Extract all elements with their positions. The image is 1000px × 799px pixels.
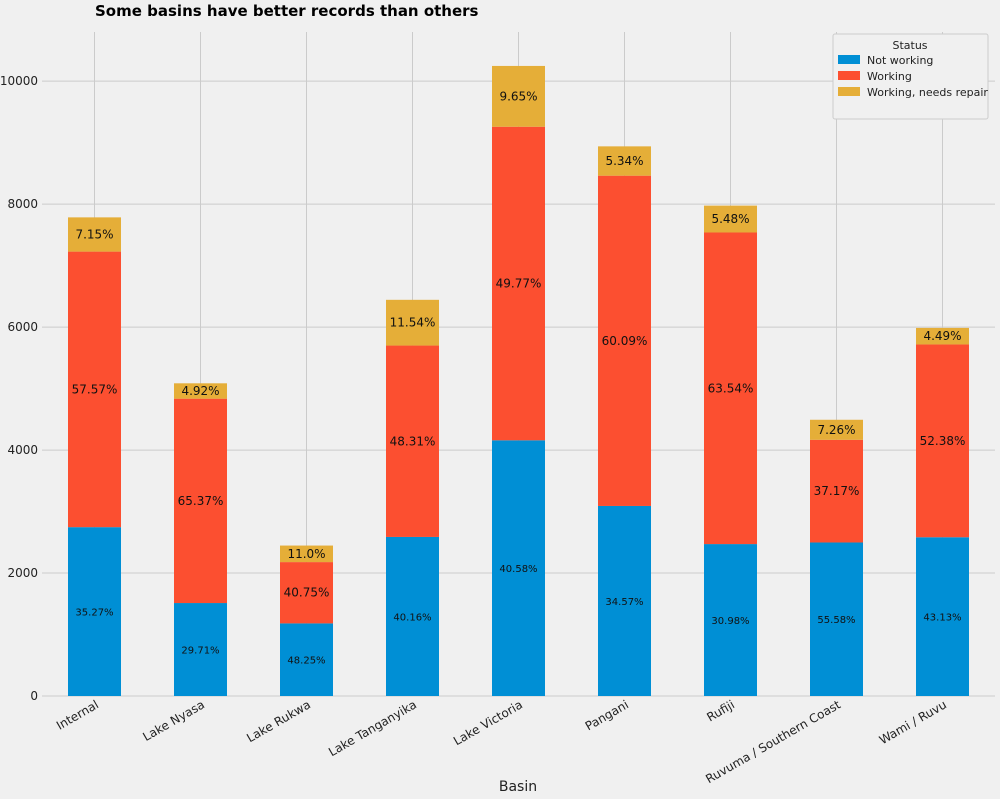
- data-label: 4.49%: [923, 329, 961, 343]
- bar-not-working-ruvuma-southern-coast: [810, 542, 863, 696]
- x-tick-label: Lake Nyasa: [140, 697, 207, 744]
- data-label: 11.54%: [390, 316, 436, 330]
- bar-working-needs-repair-wami-ruvu: [916, 327, 969, 345]
- bar-working-lake-nyasa: [174, 398, 227, 604]
- bar-not-working-lake-victoria: [492, 440, 545, 696]
- legend: Status Not working Working Working, needs …: [832, 33, 989, 120]
- data-label: 7.26%: [817, 423, 855, 437]
- y-tick-label: 0: [30, 689, 38, 703]
- y-tick-label: 6000: [7, 320, 38, 334]
- data-label: 60.09%: [602, 334, 648, 348]
- data-label: 48.31%: [390, 434, 436, 448]
- x-axis-title: Basin: [499, 779, 537, 795]
- data-label: 4.92%: [181, 384, 219, 398]
- data-label: 40.75%: [284, 586, 330, 600]
- bars: 35.27% 57.57% 7.15% 29.71% 65.37% 4.92% 48.25%…: [68, 65, 969, 696]
- legend-entry-working: Working: [867, 70, 912, 83]
- x-tick-label: Internal: [54, 697, 101, 732]
- bar-working-rufiji: [704, 232, 757, 545]
- bar-working-lake-tanganyika: [386, 345, 439, 537]
- bar-working-wami-ruvu: [916, 344, 969, 538]
- x-tick-label: Lake Rukwa: [244, 697, 313, 745]
- legend-items: Not working Working Working, needs repair: [838, 54, 988, 99]
- bar-working-pangani: [598, 175, 651, 506]
- data-label: 65.37%: [178, 494, 224, 508]
- data-label: 48.25%: [287, 656, 325, 667]
- legend-entry-working-needs-repair: Working, needs repair: [867, 86, 988, 99]
- legend-swatch-working: [838, 71, 860, 80]
- legend-entry-not-working: Not working: [867, 54, 933, 67]
- data-label: 52.38%: [920, 434, 966, 448]
- data-label: 11.0%: [287, 547, 325, 561]
- y-tick-label: 8000: [7, 197, 38, 211]
- x-tick-label: Pangani: [583, 697, 631, 733]
- data-label: 37.17%: [814, 484, 860, 498]
- y-tick-label: 10000: [0, 74, 38, 88]
- data-label: 5.34%: [605, 154, 643, 168]
- data-label: 7.15%: [75, 227, 113, 241]
- bar-working-needs-repair-rufiji: [704, 205, 757, 233]
- data-label: 30.98%: [711, 616, 749, 627]
- data-label: 57.57%: [72, 382, 118, 396]
- data-label: 9.65%: [499, 89, 537, 103]
- data-label: 63.54%: [708, 381, 754, 395]
- bar-working-lake-rukwa: [280, 562, 333, 624]
- legend-swatch-working-needs-repair: [838, 87, 860, 96]
- data-label: 34.57%: [605, 597, 643, 608]
- bar-not-working-lake-tanganyika: [386, 536, 439, 696]
- data-label: 43.13%: [923, 613, 961, 624]
- data-label: 40.16%: [393, 612, 431, 623]
- bar-working-needs-repair-lake-victoria: [492, 65, 545, 127]
- x-tick-label: Rufiji: [704, 697, 737, 724]
- data-label: 5.48%: [711, 212, 749, 226]
- bar-not-working-lake-rukwa: [280, 623, 333, 696]
- y-tick-label: 2000: [7, 566, 38, 580]
- bar-working-needs-repair-lake-rukwa: [280, 545, 333, 563]
- x-tick-label: Lake Tanganyika: [326, 697, 419, 759]
- bar-working-ruvuma-southern-coast: [810, 439, 863, 543]
- bar-not-working-wami-ruvu: [916, 537, 969, 696]
- y-axis: 0 2000 4000 6000 8000 10000: [0, 74, 38, 703]
- bar-working-internal: [68, 251, 121, 528]
- bar-working-needs-repair-lake-tanganyika: [386, 299, 439, 346]
- legend-swatch-not-working: [838, 55, 860, 64]
- data-label: 55.58%: [817, 615, 855, 626]
- x-tick-label: Lake Victoria: [451, 697, 525, 748]
- bar-working-needs-repair-ruvuma-southern-coast: [810, 419, 863, 440]
- bar-not-working-pangani: [598, 505, 651, 696]
- bar-not-working-rufiji: [704, 544, 757, 696]
- bar-working-needs-repair-internal: [68, 217, 121, 252]
- x-tick-label: Wami / Ruvu: [877, 697, 949, 747]
- bar-not-working-lake-nyasa: [174, 603, 227, 696]
- data-label: 40.58%: [499, 564, 537, 575]
- chart-title: Some basins have better records than oth…: [95, 2, 479, 20]
- data-label: 35.27%: [75, 608, 113, 619]
- bar-working-lake-victoria: [492, 126, 545, 441]
- legend-title: Status: [892, 39, 927, 52]
- bar-working-needs-repair-lake-nyasa: [174, 383, 227, 399]
- bar-not-working-internal: [68, 527, 121, 696]
- bar-working-needs-repair-pangani: [598, 146, 651, 176]
- legend-frame: [832, 33, 989, 120]
- data-label: 49.77%: [496, 277, 542, 291]
- data-label: 29.71%: [181, 646, 219, 657]
- x-axis: Internal Lake Nyasa Lake Rukwa Lake Tangany…: [54, 697, 949, 786]
- y-tick-label: 4000: [7, 443, 38, 457]
